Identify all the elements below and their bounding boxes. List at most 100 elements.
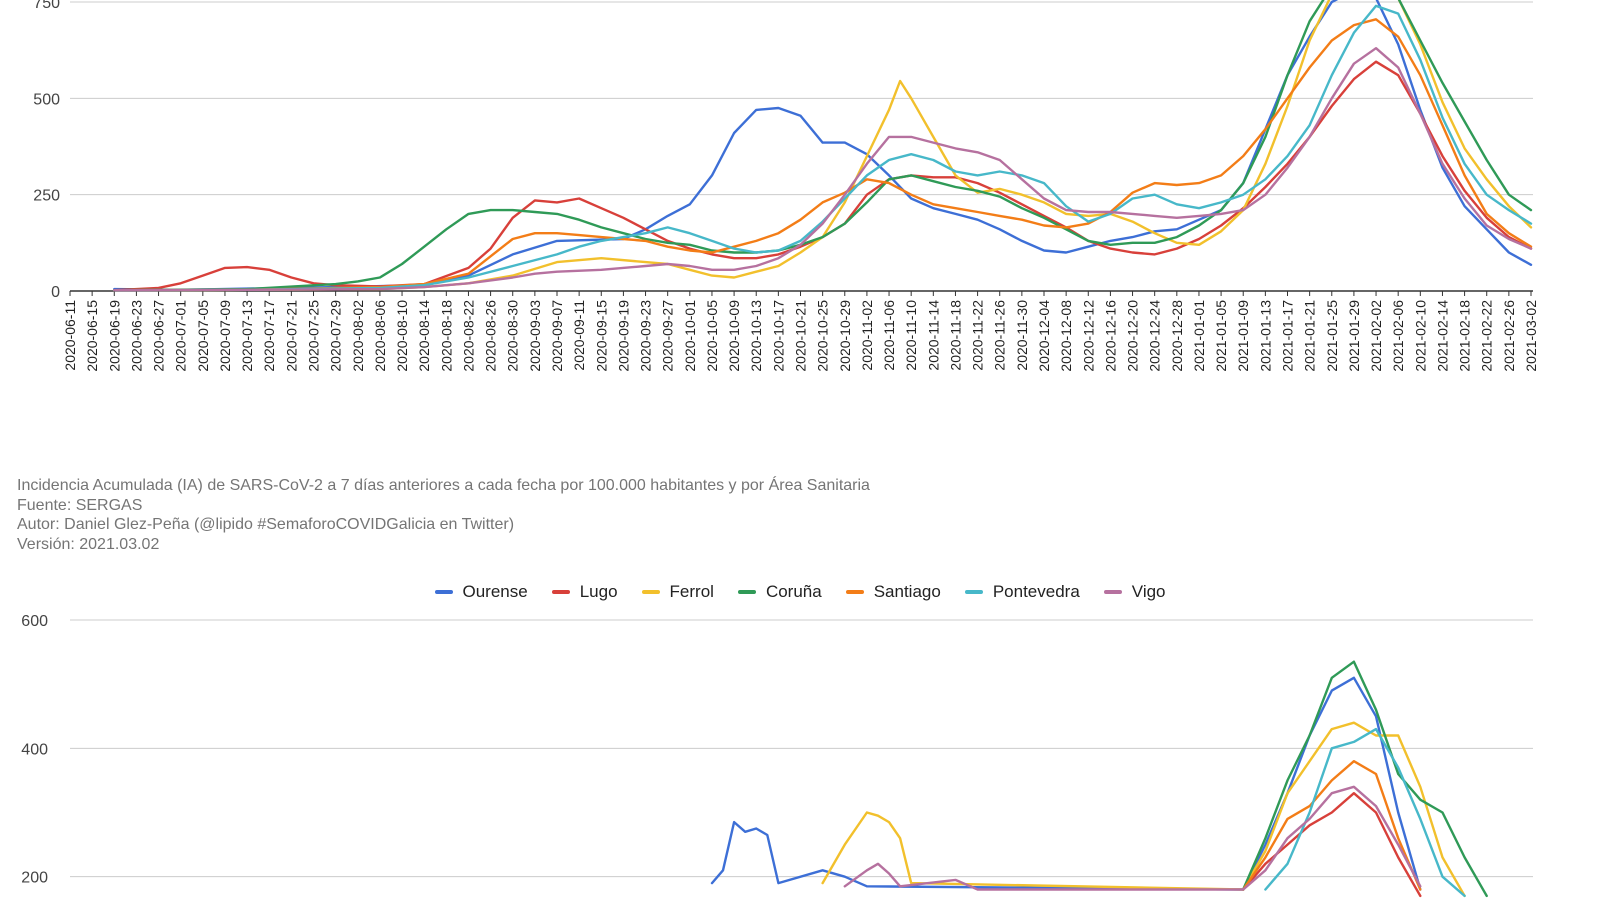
x-tick-label: 2021-01-13 — [1257, 300, 1273, 372]
bottom-chart-y-axis: 200 400 600 — [21, 613, 48, 887]
x-tick-label: 2020-08-30 — [505, 300, 521, 372]
x-tick-label: 2020-12-12 — [1080, 300, 1096, 372]
legend-swatch — [964, 590, 983, 594]
x-tick-label: 2020-12-24 — [1147, 300, 1163, 372]
x-tick-label: 2021-02-10 — [1412, 300, 1428, 372]
series-line-vigo[interactable] — [843, 785, 1422, 891]
x-tick-label: 2020-06-11 — [62, 300, 78, 371]
legend-label: Santiago — [873, 582, 941, 601]
y-tick-label: 0 — [51, 284, 60, 301]
x-tick-label: 2020-06-23 — [128, 300, 144, 372]
x-tick-label: 2020-11-06 — [881, 300, 897, 371]
x-tick-label: 2020-08-10 — [394, 300, 410, 372]
x-tick-label: 2020-08-26 — [483, 300, 499, 372]
series-line-ourense[interactable] — [710, 676, 1422, 891]
legend-item-lugo[interactable]: Lugo — [551, 582, 618, 602]
x-tick-label: 2020-10-13 — [748, 300, 764, 372]
legend-swatch — [845, 590, 864, 594]
series-line-santiago[interactable] — [113, 18, 1533, 292]
caption-author: Autor: Daniel Glez-Peña (@lipido #Semafo… — [17, 516, 515, 533]
x-tick-label: 2020-10-05 — [704, 300, 720, 372]
x-tick-label: 2020-11-02 — [859, 300, 875, 371]
x-tick-label: 2021-03-02 — [1523, 300, 1539, 372]
x-tick-label: 2020-09-19 — [615, 300, 631, 372]
x-tick-label: 2021-01-01 — [1191, 300, 1207, 372]
series-line-santiago[interactable] — [1242, 760, 1422, 891]
y-tick-label: 250 — [33, 188, 60, 205]
x-tick-label: 2021-01-05 — [1213, 300, 1229, 372]
x-tick-label: 2020-10-25 — [815, 300, 831, 372]
series-line-ferrol[interactable] — [113, 0, 1533, 292]
x-tick-label: 2021-01-09 — [1235, 300, 1251, 372]
x-tick-label: 2021-01-21 — [1302, 300, 1318, 372]
x-tick-label: 2020-10-01 — [682, 300, 698, 372]
x-tick-label: 2020-10-21 — [793, 300, 809, 372]
x-tick-label: 2020-07-01 — [173, 300, 189, 372]
x-tick-label: 2021-01-25 — [1324, 300, 1340, 372]
legend-item-ferrol[interactable]: Ferrol — [641, 582, 714, 602]
x-tick-label: 2021-02-06 — [1390, 300, 1406, 372]
series-line-ourense[interactable] — [113, 0, 1533, 291]
x-tick-label: 2020-08-18 — [438, 300, 454, 372]
legend-item-vigo[interactable]: Vigo — [1103, 582, 1166, 602]
legend-swatch — [641, 590, 660, 594]
x-tick-label: 2021-02-14 — [1434, 300, 1450, 372]
x-tick-label: 2020-11-10 — [903, 300, 919, 371]
x-tick-label: 2020-12-28 — [1169, 300, 1185, 372]
chart-legend: Ourense Lugo Ferrol Coruña Santiago Pontevedr… — [0, 580, 1600, 604]
x-tick-label: 2020-08-02 — [350, 300, 366, 372]
x-tick-label: 2021-02-26 — [1501, 300, 1517, 372]
top-chart-x-axis: 2020-06-11 2020-06-15 2020-06-19 2020-06-23… — [62, 291, 1539, 372]
legend-swatch — [551, 590, 570, 594]
legend-swatch — [1103, 590, 1122, 594]
legend-item-santiago[interactable]: Santiago — [845, 582, 941, 602]
y-tick-label: 600 — [21, 613, 48, 630]
x-tick-label: 2020-10-17 — [770, 300, 786, 372]
x-tick-label: 2020-12-04 — [1036, 300, 1052, 372]
y-tick-label: 400 — [21, 741, 48, 758]
bottom-incidence-chart: 200 400 600 — [21, 613, 1533, 898]
x-tick-label: 2021-01-17 — [1280, 300, 1296, 372]
x-tick-label: 2020-07-17 — [261, 300, 277, 372]
x-tick-label: 2020-06-27 — [151, 300, 167, 372]
legend-label: Vigo — [1131, 582, 1166, 601]
x-tick-label: 2020-07-25 — [306, 300, 322, 372]
series-line-corua[interactable] — [113, 0, 1533, 292]
caption-source: Fuente: SERGAS — [17, 496, 143, 514]
legend-swatch — [434, 590, 453, 594]
series-line-pontevedra[interactable] — [1264, 727, 1466, 898]
x-tick-label: 2020-12-20 — [1125, 300, 1141, 372]
x-tick-label: 2020-06-15 — [84, 300, 100, 372]
caption-version: Versión: 2021.03.02 — [17, 535, 160, 553]
series-line-corua[interactable] — [1242, 660, 1488, 898]
legend-label: Lugo — [579, 582, 618, 601]
x-tick-label: 2021-02-22 — [1479, 300, 1495, 372]
legend-label: Ourense — [462, 582, 528, 601]
x-tick-label: 2020-11-14 — [925, 300, 941, 371]
legend-item-corua[interactable]: Coruña — [737, 582, 822, 602]
bottom-chart-series — [710, 660, 1488, 898]
x-tick-label: 2020-09-27 — [660, 300, 676, 372]
series-line-vigo[interactable] — [113, 47, 1533, 292]
x-tick-label: 2020-09-15 — [593, 300, 609, 372]
x-tick-label: 2020-11-18 — [947, 300, 963, 371]
y-tick-label: 200 — [21, 870, 48, 887]
x-tick-label: 2020-07-29 — [328, 300, 344, 372]
legend-swatch — [737, 590, 756, 594]
x-tick-label: 2020-07-21 — [283, 300, 299, 372]
y-tick-label: 750 — [33, 0, 60, 12]
legend-item-pontevedra[interactable]: Pontevedra — [964, 582, 1080, 602]
x-tick-label: 2020-12-16 — [1102, 300, 1118, 372]
series-line-lugo[interactable] — [113, 60, 1533, 292]
series-line-lugo[interactable] — [1242, 792, 1422, 898]
legend-item-ourense[interactable]: Ourense — [434, 582, 528, 602]
x-tick-label: 2020-09-23 — [638, 300, 654, 372]
top-chart-series — [113, 0, 1533, 292]
series-line-pontevedra[interactable] — [113, 4, 1533, 292]
x-tick-label: 2020-07-05 — [195, 300, 211, 372]
top-chart-gridlines — [70, 1, 1533, 292]
x-tick-label: 2020-07-09 — [217, 300, 233, 372]
x-tick-label: 2021-02-02 — [1368, 300, 1384, 372]
series-line-ferrol[interactable] — [821, 721, 1466, 898]
